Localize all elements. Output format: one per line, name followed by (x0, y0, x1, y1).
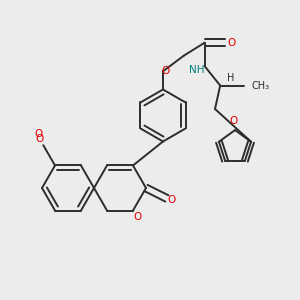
Text: CH₃: CH₃ (252, 81, 270, 91)
Text: H: H (226, 73, 234, 82)
Text: O: O (133, 212, 141, 221)
Text: O: O (229, 116, 237, 126)
Text: O: O (161, 66, 169, 76)
Text: O: O (35, 129, 43, 140)
Text: O: O (36, 134, 44, 144)
Text: O: O (227, 38, 236, 48)
Text: O: O (168, 196, 176, 206)
Text: NH: NH (189, 65, 204, 75)
